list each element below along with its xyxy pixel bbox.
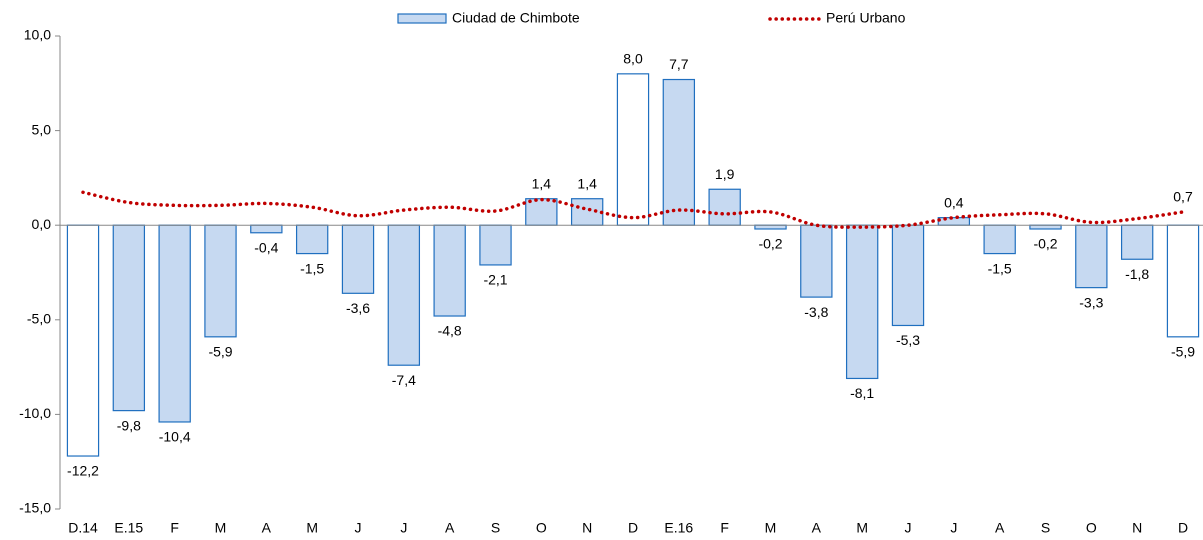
bar [66,224,100,457]
data-label: -0,4 [254,239,278,255]
bar [662,78,696,226]
y-tick-label: -15,0 [19,500,51,516]
data-label: 1,9 [715,166,735,182]
data-label: -1,5 [300,260,324,276]
x-tick-label: N [1132,520,1142,536]
data-label: -5,9 [1171,344,1195,360]
legend-label: Ciudad de Chimbote [452,10,580,26]
bar [204,224,237,338]
bar [708,188,741,226]
x-tick-label: D.14 [68,520,98,536]
data-label: -0,2 [758,236,782,252]
x-tick-label: S [491,520,500,536]
x-tick-label: A [445,520,455,536]
bar [1075,224,1108,289]
legend-swatch [397,13,447,24]
x-tick-label: S [1041,520,1050,536]
data-label: -5,9 [208,344,232,360]
bar [1120,224,1154,260]
data-label: -4,8 [438,323,462,339]
bar [341,224,375,294]
x-tick-label: A [812,520,822,536]
bar [983,224,1016,255]
x-tick-label: D [628,520,638,536]
line [81,190,1185,229]
data-label: -3,8 [804,304,828,320]
x-tick-label: J [950,520,957,536]
data-label: -1,8 [1125,266,1149,282]
bar [295,224,329,255]
data-label: -0,2 [1033,236,1057,252]
bar [616,73,650,226]
x-tick-label: A [262,520,272,536]
bar [433,224,466,317]
x-tick-label: J [400,520,407,536]
data-label: -9,8 [117,417,141,433]
y-tick-label: -5,0 [27,311,51,327]
x-tick-label: O [1086,520,1097,536]
y-tick-label: 10,0 [24,27,51,43]
data-label: 0,4 [944,194,964,210]
x-tick-label: M [856,520,868,536]
x-tick-label: N [582,520,592,536]
bar [1029,224,1062,230]
x-tick-label: M [765,520,777,536]
data-label: -5,3 [896,332,920,348]
data-label: 7,7 [669,56,689,72]
data-label: -8,1 [850,385,874,401]
data-label: -3,6 [346,300,370,316]
data-label: 1,4 [577,175,597,191]
legend-label: Perú Urbano [826,10,906,26]
y-tick-label: 0,0 [32,216,52,232]
x-tick-label: A [995,520,1005,536]
data-label: -7,4 [392,372,416,388]
x-tick-label: D [1178,520,1188,536]
data-label: -12,2 [67,463,99,479]
bar [250,224,283,234]
bar [112,224,146,412]
bar [937,217,971,226]
bar [158,224,191,423]
bar [800,224,833,298]
data-label: 1,4 [532,175,552,191]
x-tick-label: O [536,520,547,536]
bar [387,224,421,366]
x-tick-label: M [215,520,227,536]
data-label: -3,3 [1079,294,1103,310]
x-tick-label: F [720,520,729,536]
data-label: 8,0 [623,51,643,67]
x-tick-label: E.15 [114,520,143,536]
x-tick-label: M [306,520,318,536]
data-label: 0,7 [1173,189,1193,205]
bar [570,198,604,226]
data-label: -2,1 [483,272,507,288]
x-tick-label: E.16 [664,520,693,536]
y-tick-label: -10,0 [19,405,51,421]
bar [891,224,925,327]
x-tick-label: J [905,520,912,536]
x-tick-label: J [355,520,362,536]
bar [754,224,787,230]
x-tick-label: F [170,520,179,536]
data-label: -1,5 [988,260,1012,276]
bar [1166,224,1200,338]
bar [479,224,512,266]
bar [845,224,879,380]
y-tick-label: 5,0 [32,121,52,137]
data-label: -10,4 [159,429,191,445]
